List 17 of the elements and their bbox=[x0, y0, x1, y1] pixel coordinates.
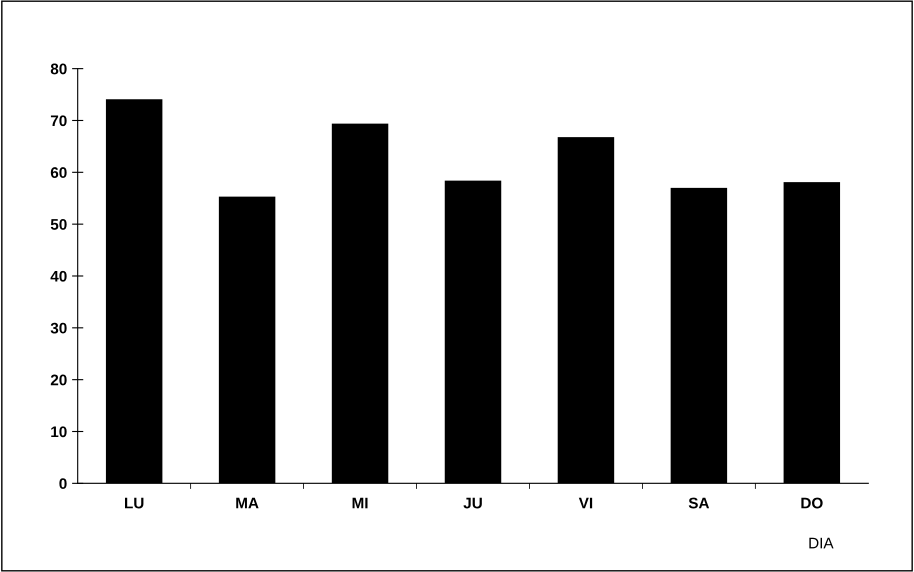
x-tick-label: JU bbox=[463, 498, 482, 508]
x-tick-label: MA bbox=[236, 498, 259, 508]
y-tick-label: 10 bbox=[51, 426, 67, 438]
y-tick-label: 40 bbox=[50, 270, 67, 282]
x-tick-label: LU bbox=[125, 498, 144, 508]
x-tick-label: VI bbox=[578, 498, 592, 508]
x-tick-label: MI bbox=[352, 498, 368, 508]
y-tick-label: 30 bbox=[50, 322, 67, 334]
x-tick-label: SA bbox=[688, 498, 710, 508]
y-tick-label: 70 bbox=[50, 115, 67, 126]
y-tick-label: 50 bbox=[50, 219, 67, 230]
x-axis-title: DIA bbox=[809, 538, 834, 548]
y-tick-label: 20 bbox=[50, 374, 67, 386]
y-tick-label: 60 bbox=[50, 167, 67, 178]
y-tick-label: 80 bbox=[50, 64, 67, 74]
y-tick-label: 0 bbox=[59, 478, 67, 490]
x-tick-label: DO bbox=[801, 498, 823, 508]
